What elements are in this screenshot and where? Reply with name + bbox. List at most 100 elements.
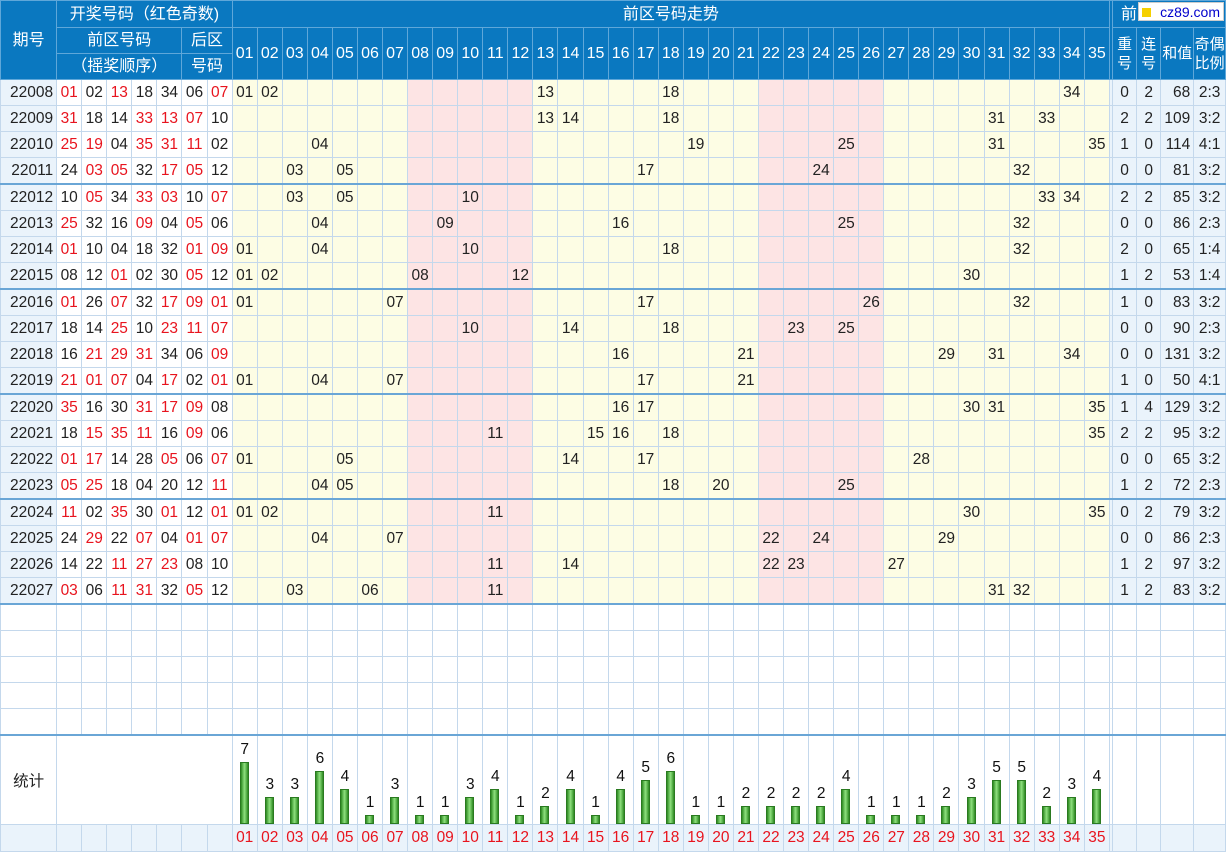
period-cell: 22010 bbox=[0, 131, 58, 158]
header-consec-1: 连 bbox=[1141, 35, 1157, 53]
trend-cell bbox=[707, 446, 734, 473]
empty-cell bbox=[1033, 708, 1060, 736]
repeat-cell: 0 bbox=[1112, 315, 1138, 342]
number-col-25: 25 bbox=[833, 27, 860, 80]
front-ball: 08 bbox=[56, 262, 83, 290]
trend-hit-04: 04 bbox=[306, 131, 333, 158]
trend-hit-30: 30 bbox=[958, 498, 985, 526]
trend-cell bbox=[306, 420, 333, 447]
trend-cell bbox=[858, 79, 885, 106]
front-ball: 02 bbox=[131, 262, 158, 290]
trend-cell bbox=[432, 577, 459, 605]
trend-cell bbox=[657, 210, 684, 237]
trend-cell bbox=[382, 157, 409, 185]
empty-cell bbox=[56, 708, 83, 736]
trend-cell bbox=[482, 393, 509, 421]
empty-cell bbox=[833, 603, 860, 631]
stat-bar-cell-09: 1 bbox=[432, 734, 459, 825]
trend-cell bbox=[607, 315, 634, 342]
trend-cell bbox=[958, 288, 985, 316]
trend-cell bbox=[482, 131, 509, 158]
trend-cell bbox=[883, 341, 910, 368]
trend-cell bbox=[256, 577, 283, 605]
trend-cell bbox=[983, 498, 1010, 526]
number-col-32: 32 bbox=[1008, 27, 1035, 80]
empty-cell bbox=[206, 682, 233, 709]
trend-cell bbox=[557, 498, 584, 526]
stat-bar-06 bbox=[365, 815, 374, 824]
trend-cell bbox=[331, 577, 358, 605]
trend-cell bbox=[757, 367, 785, 395]
trend-cell bbox=[983, 420, 1010, 447]
x-tick-19: 19 bbox=[682, 824, 709, 852]
stat-bar-value-24: 2 bbox=[816, 785, 826, 802]
stat-bar-21 bbox=[740, 806, 750, 824]
trend-cell bbox=[256, 315, 283, 342]
trend-cell bbox=[1033, 79, 1060, 106]
empty-cell bbox=[682, 603, 709, 631]
repeat-cell: 1 bbox=[1112, 262, 1138, 290]
front-ball: 03 bbox=[56, 577, 83, 605]
x-tick-31: 31 bbox=[983, 824, 1010, 852]
trend-cell bbox=[457, 288, 484, 316]
trend-cell bbox=[632, 551, 659, 578]
trend-cell bbox=[958, 367, 985, 395]
front-ball: 27 bbox=[131, 551, 158, 578]
trend-cell bbox=[532, 210, 559, 237]
trend-cell bbox=[732, 288, 759, 316]
trend-cell bbox=[432, 183, 459, 211]
trend-cell bbox=[858, 157, 885, 185]
stat-bar-container: 2 bbox=[810, 737, 833, 824]
empty-row bbox=[0, 682, 1226, 709]
front-ball: 14 bbox=[56, 551, 83, 578]
trend-cell bbox=[256, 367, 283, 395]
empty-cell bbox=[231, 656, 258, 683]
x-tick-09: 09 bbox=[432, 824, 459, 852]
stat-bar-13 bbox=[540, 806, 550, 824]
trend-cell bbox=[632, 105, 659, 132]
trend-cell bbox=[933, 210, 960, 237]
trend-cell bbox=[331, 498, 358, 526]
back-ball: 09 bbox=[206, 341, 233, 368]
trend-cell bbox=[858, 577, 885, 605]
front-ball: 35 bbox=[131, 131, 158, 158]
empty-cell bbox=[206, 656, 233, 683]
trend-cell bbox=[908, 577, 935, 605]
trend-hit-24: 24 bbox=[808, 157, 835, 185]
empty-cell bbox=[1008, 656, 1035, 683]
empty-cell bbox=[707, 603, 734, 631]
trend-cell bbox=[457, 105, 484, 132]
front-ball: 33 bbox=[131, 105, 158, 132]
back-ball: 02 bbox=[181, 367, 208, 395]
trend-cell bbox=[532, 577, 559, 605]
trend-hit-15: 15 bbox=[582, 420, 609, 447]
trend-cell bbox=[732, 236, 759, 263]
trend-cell bbox=[933, 577, 960, 605]
stat-bar-container: 2 bbox=[935, 737, 958, 824]
empty-cell bbox=[306, 682, 333, 709]
stats-row: 统计 7 3 3 6 4 1 3 1 1 3 4 1 2 4 1 4 5 6 1 1 2 2 2 2 4 1 1 1 2 3 5 5 2 3 4 bbox=[0, 734, 1226, 825]
trend-hit-07: 07 bbox=[382, 367, 409, 395]
trend-cell bbox=[507, 236, 534, 263]
trend-cell bbox=[356, 157, 384, 185]
period-cell: 22014 bbox=[0, 236, 58, 263]
trend-cell bbox=[632, 472, 659, 500]
stat-bar-cell-14: 4 bbox=[557, 734, 584, 825]
site-logo[interactable]: cz89.com bbox=[1138, 2, 1224, 21]
trend-cell bbox=[482, 183, 509, 211]
consec-cell: 4 bbox=[1136, 393, 1162, 421]
x-tick-02: 02 bbox=[256, 824, 283, 852]
trend-cell bbox=[958, 79, 985, 106]
trend-cell bbox=[707, 525, 734, 552]
trend-hit-32: 32 bbox=[1008, 288, 1035, 316]
trend-cell bbox=[532, 157, 559, 185]
back-ball: 10 bbox=[181, 183, 208, 211]
stat-bar-cell-18: 6 bbox=[657, 734, 684, 825]
trend-cell bbox=[833, 420, 860, 447]
stat-bar-value-16: 4 bbox=[616, 768, 625, 785]
trend-cell bbox=[783, 262, 810, 290]
trend-cell bbox=[331, 315, 358, 342]
empty-cell bbox=[908, 603, 935, 631]
front-ball: 29 bbox=[81, 525, 108, 552]
empty-cell bbox=[181, 708, 208, 736]
